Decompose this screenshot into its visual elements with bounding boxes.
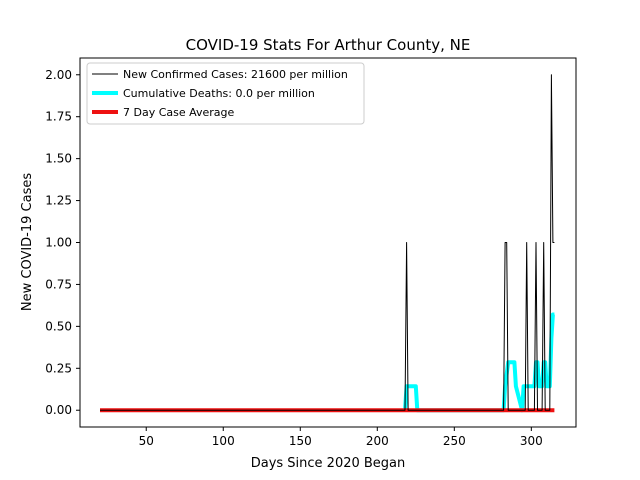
x-tick-label: 50 — [139, 434, 154, 448]
x-tick-label: 100 — [212, 434, 235, 448]
y-tick-label: 0.75 — [45, 277, 72, 291]
series-line-1 — [403, 312, 555, 413]
legend-box — [86, 62, 365, 125]
x-axis-label: Days Since 2020 Began — [251, 456, 406, 471]
x-axis: 50 100 150 200 250 300 — [139, 427, 543, 448]
series-line-0 — [100, 74, 555, 411]
chart-title: COVID-19 Stats For Arthur County, NE — [186, 36, 471, 54]
legend: New Confirmed Cases: 21600 per million Cu… — [86, 62, 365, 125]
x-tick-label: 150 — [289, 434, 312, 448]
y-tick-label: 1.75 — [45, 110, 72, 124]
y-tick-label: 1.50 — [45, 152, 72, 166]
x-tick-label: 200 — [366, 434, 389, 448]
y-tick-label: 0.00 — [45, 403, 72, 417]
legend-label-0: New Confirmed Cases: 21600 per million — [123, 68, 348, 81]
y-axis: 0.00 0.25 0.50 0.75 1.00 1.25 1.50 1.75 2.00 — [45, 68, 80, 417]
y-tick-label: 2.00 — [45, 68, 72, 82]
legend-label-2: 7 Day Case Average — [123, 106, 235, 119]
y-tick-label: 1.00 — [45, 236, 72, 250]
x-tick-label: 300 — [520, 434, 543, 448]
series-layer — [100, 74, 555, 413]
y-tick-label: 0.50 — [45, 319, 72, 333]
y-tick-label: 1.25 — [45, 194, 72, 208]
y-axis-label: New COVID-19 Cases — [20, 173, 35, 311]
legend-label-1: Cumulative Deaths: 0.0 per million — [123, 87, 315, 100]
y-tick-label: 0.25 — [45, 361, 72, 375]
x-tick-label: 250 — [443, 434, 466, 448]
